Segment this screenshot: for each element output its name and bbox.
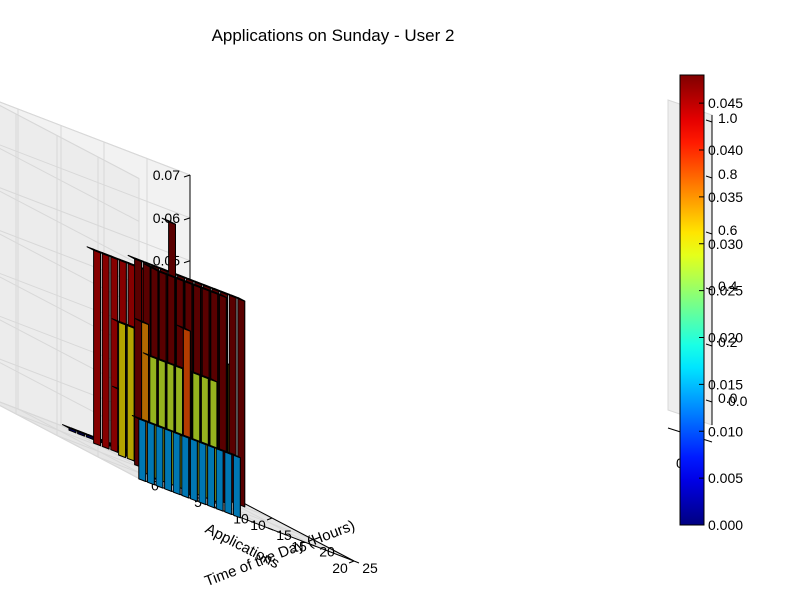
bar-face-right	[182, 435, 189, 498]
bar-face-right	[165, 429, 172, 492]
bar-face-right	[102, 254, 109, 450]
colorbar-tick-label: 0.005	[708, 470, 743, 486]
bar-face-right	[94, 250, 101, 446]
bar-face-right	[139, 419, 146, 482]
apps-tick-label: 20	[332, 560, 348, 576]
bar-face-right	[233, 455, 240, 518]
bar-face-right	[190, 439, 197, 502]
bar-face-right	[119, 322, 126, 458]
colorbar-tick-label: 0.010	[708, 423, 743, 439]
chart-title: Applications on Sunday - User 2	[212, 26, 455, 45]
colorbar-gradient	[680, 75, 704, 525]
ghost-partial-label: 0.0	[728, 393, 748, 409]
colorbar-tick-label: 0.040	[708, 142, 743, 158]
bar-face-right	[216, 449, 223, 512]
bar-face-right	[111, 257, 118, 453]
hours-tick-label: 25	[362, 560, 378, 576]
colorbar-tick-label: 0.000	[708, 517, 743, 533]
value-tick-label: 0.06	[153, 210, 180, 226]
colorbar-tick-label: 0.015	[708, 376, 743, 392]
bar-face-right	[147, 422, 154, 485]
colorbar-tick-label: 0.030	[708, 236, 743, 252]
ghost-tick-label: 1.0	[718, 110, 738, 126]
bar-face-right	[156, 426, 163, 489]
colorbar-tick-label: 0.025	[708, 283, 743, 299]
value-tick-label: 0.07	[153, 167, 180, 183]
hours-tick	[354, 561, 359, 563]
bar-face-right	[127, 325, 134, 461]
colorbar-tick-label: 0.020	[708, 330, 743, 346]
apps-tick-label: 10	[250, 517, 266, 533]
bar-face-right	[208, 445, 215, 508]
bar-face-right	[199, 442, 206, 505]
bar-face-right	[225, 452, 232, 515]
ghost-tick-label: 0.8	[718, 166, 738, 182]
bar-face-right	[173, 432, 180, 495]
colorbar-tick-label: 0.045	[708, 95, 743, 111]
apps-tick	[349, 561, 354, 563]
colorbar-tick-label: 0.035	[708, 189, 743, 205]
